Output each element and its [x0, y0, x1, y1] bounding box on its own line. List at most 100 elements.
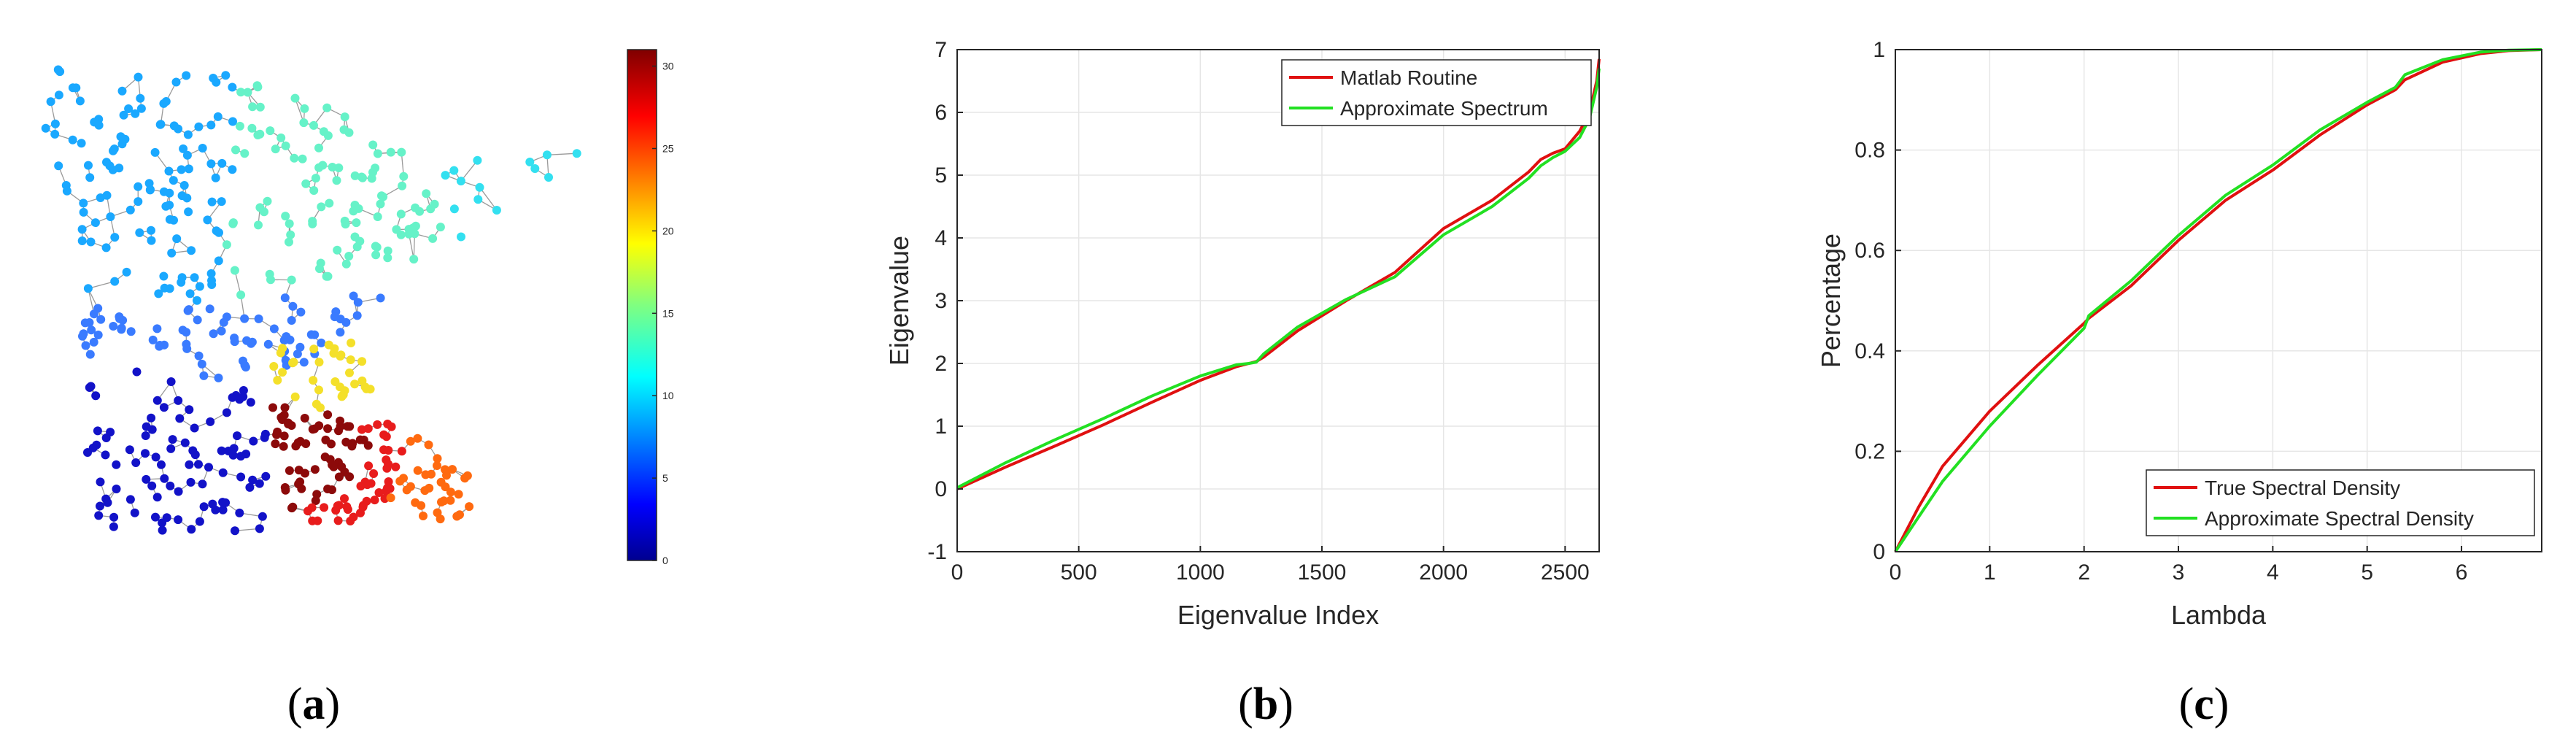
b-ytick-label-4: 3 [935, 289, 947, 313]
graph-node [86, 237, 96, 247]
spectral-density-chart: 0 1 2 3 4 5 600.20.40.60.81 Lambda Percentage … [1816, 38, 2542, 630]
graph-node [436, 477, 446, 487]
graph-node [152, 324, 162, 334]
graph-node [542, 150, 552, 160]
graph-node [207, 280, 217, 289]
graph-node [363, 480, 372, 490]
graph-node [279, 442, 288, 451]
graph-node [357, 357, 367, 366]
graph-node [280, 293, 290, 303]
graph-node [280, 403, 290, 412]
graph-node [188, 446, 198, 455]
graph-node [332, 176, 341, 185]
graph-node [266, 126, 275, 136]
graph-node [204, 463, 213, 472]
caption-a-open: ( [287, 679, 303, 729]
c-legend-label-approx: Approximate Spectral Density [2205, 507, 2474, 530]
b-ytick-label-2: 1 [935, 415, 947, 439]
c-legend-label-true: True Spectral Density [2205, 477, 2400, 499]
b-series-lines [956, 58, 1601, 490]
graph-node [263, 339, 273, 349]
b-ytick-label-5: 4 [935, 226, 947, 250]
graph-node [217, 326, 226, 336]
graph-node [428, 234, 438, 243]
graph-node [195, 517, 204, 526]
graph-node [525, 158, 535, 166]
graph-node [320, 503, 329, 512]
graph-node [475, 182, 484, 192]
graph-node [363, 424, 373, 433]
graph-node [206, 269, 216, 278]
graph-node [77, 225, 87, 234]
b-legend-label-matlab: Matlab Routine [1340, 66, 1477, 89]
graph-node [328, 460, 337, 469]
graph-node [310, 424, 320, 433]
graph-node [187, 246, 196, 255]
graph-node [248, 475, 258, 485]
graph-node [71, 83, 81, 93]
graph-node [131, 109, 140, 118]
graph-node [328, 163, 337, 171]
graph-node [178, 325, 187, 335]
graph-node [386, 493, 395, 503]
graph-node [179, 144, 188, 153]
graph-node [572, 149, 581, 158]
graph-node [231, 526, 239, 536]
graph-node [87, 325, 96, 335]
caption-c-close: ) [2214, 679, 2229, 729]
graph-node [117, 139, 127, 149]
b-legend-box [1281, 59, 1592, 126]
graph-node [79, 207, 88, 217]
c-xtick-label-4: 4 [2267, 560, 2279, 585]
graph-node [55, 67, 65, 77]
graph-node [235, 121, 244, 131]
graph-node [240, 314, 250, 323]
graph-node [231, 145, 240, 155]
graph-node [156, 120, 166, 129]
c-legend-box [2146, 469, 2535, 536]
graph-node [363, 441, 373, 450]
b-xtick-label-4: 2000 [1419, 560, 1468, 585]
graph-node [147, 226, 155, 235]
graph-node [382, 455, 391, 465]
graph-node [314, 143, 323, 153]
graph-node [413, 466, 422, 475]
colorbar-tick-label-2: 10 [662, 390, 674, 401]
graph-node [449, 166, 459, 175]
graph-node [235, 508, 244, 517]
graph-node [222, 240, 231, 250]
graph-node [160, 474, 169, 483]
graph-node [115, 163, 124, 173]
graph-node [337, 462, 347, 471]
b-xlabel: Eigenvalue Index [1177, 600, 1379, 630]
c-series-lines [1894, 48, 2542, 553]
graph-node [171, 77, 181, 87]
graph-node [287, 421, 296, 430]
graph-node [182, 193, 192, 203]
graph-node [293, 438, 303, 447]
graph-node [322, 271, 331, 281]
graph-node [172, 234, 182, 244]
graph-node [253, 131, 263, 139]
graph-node [165, 215, 174, 224]
graph-node [112, 460, 121, 469]
graph-node [248, 102, 258, 112]
colorbar [627, 49, 657, 561]
graph-node [96, 315, 106, 324]
graph-node [41, 123, 50, 133]
graph-node [396, 209, 406, 219]
graph-node [125, 445, 134, 455]
graph-node [368, 140, 378, 150]
graph-node [314, 385, 323, 395]
graph-node [334, 163, 344, 172]
graph-node [299, 118, 309, 128]
graph-node [290, 392, 300, 401]
graph-node [439, 496, 449, 506]
graph-node [218, 505, 228, 514]
graph-node [269, 362, 279, 371]
graph-node [397, 147, 406, 157]
graph-node [184, 164, 193, 174]
graph-node [334, 472, 344, 482]
graph-node [89, 309, 98, 319]
graph-node [148, 335, 158, 344]
